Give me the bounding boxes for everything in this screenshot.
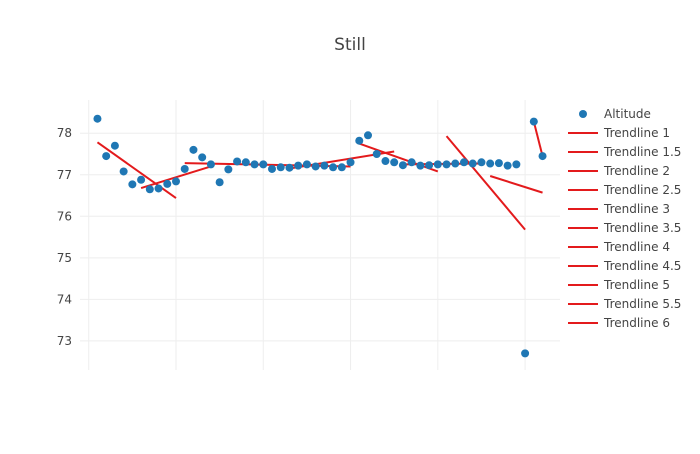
- legend-label-trendline-2-5[interactable]: Trendline 2.5: [603, 183, 681, 197]
- altitude-point: [407, 158, 416, 167]
- altitude-point: [477, 158, 486, 167]
- altitude-point: [110, 141, 119, 150]
- altitude-point: [163, 179, 172, 188]
- altitude-point: [538, 152, 547, 161]
- trendline-trendline-3-5: [402, 162, 482, 166]
- altitude-point: [102, 152, 111, 161]
- trendline-trendline-4: [445, 135, 526, 231]
- y-tick-label: 77: [57, 168, 72, 182]
- altitude-point: [172, 177, 180, 186]
- altitude-point: [468, 159, 477, 168]
- altitude-point: [460, 158, 468, 167]
- altitude-point: [276, 163, 285, 172]
- y-tick-label: 73: [57, 334, 72, 348]
- altitude-point: [250, 160, 259, 169]
- altitude-point: [137, 175, 146, 184]
- trendline-layer: [96, 121, 544, 231]
- y-tick-labels: 73 74 75 76 77 78: [57, 126, 72, 348]
- y-tick-label: 75: [57, 251, 72, 265]
- altitude-point: [233, 157, 242, 166]
- trendline-trendline-5: [532, 121, 544, 157]
- altitude-point: [128, 180, 137, 189]
- altitude-point: [521, 349, 530, 358]
- altitude-point: [433, 160, 442, 169]
- altitude-point: [503, 161, 512, 170]
- altitude-point: [346, 158, 355, 167]
- legend-label-trendline-1[interactable]: Trendline 1: [603, 126, 670, 140]
- legend-label-trendline-5[interactable]: Trendline 5: [603, 278, 670, 292]
- altitude-point: [364, 131, 372, 140]
- altitude-point: [494, 159, 503, 168]
- trendline-trendline-4-5: [489, 175, 543, 194]
- legend-label-altitude[interactable]: Altitude: [604, 107, 651, 121]
- y-tick-label: 74: [57, 292, 72, 306]
- legend-label-trendline-3-5[interactable]: Trendline 3.5: [603, 221, 681, 235]
- altitude-point: [119, 167, 128, 176]
- altitude-point: [180, 164, 189, 173]
- legend-label-trendline-1-5[interactable]: Trendline 1.5: [603, 145, 681, 159]
- altitude-point: [486, 159, 495, 168]
- legend-label-trendline-4[interactable]: Trendline 4: [603, 240, 670, 254]
- altitude-point: [206, 160, 215, 169]
- altitude-point: [145, 185, 154, 194]
- altitude-point: [451, 159, 460, 168]
- legend-swatch-altitude[interactable]: [579, 110, 587, 118]
- y-tick-label: 76: [57, 209, 72, 223]
- altitude-point: [529, 117, 538, 126]
- chart-title: Still: [334, 35, 366, 55]
- altitude-point: [311, 162, 320, 171]
- altitude-point: [198, 153, 207, 162]
- altitude-point: [512, 160, 521, 169]
- altitude-point: [381, 157, 390, 166]
- altitude-point: [259, 160, 268, 169]
- marker-layer: [93, 114, 547, 358]
- legend-label-trendline-4-5[interactable]: Trendline 4.5: [603, 259, 681, 273]
- altitude-point: [241, 158, 250, 167]
- altitude-point: [398, 161, 407, 170]
- altitude-point: [337, 163, 346, 172]
- altitude-point: [390, 158, 399, 167]
- altitude-point: [329, 163, 338, 172]
- altitude-point: [285, 163, 294, 172]
- altitude-point: [416, 161, 425, 170]
- legend-label-trendline-2[interactable]: Trendline 2: [603, 164, 670, 178]
- grid-layer: [80, 100, 560, 370]
- trendline-trendline-1-5: [140, 165, 212, 190]
- altitude-point: [268, 164, 276, 173]
- trendline-trendline-1: [96, 141, 177, 199]
- altitude-point: [425, 161, 434, 170]
- legend-label-trendline-6[interactable]: Trendline 6: [603, 316, 670, 330]
- altitude-point: [372, 150, 381, 158]
- trendline-trendline-3: [358, 142, 439, 173]
- altitude-point: [294, 161, 303, 170]
- altitude-point: [302, 160, 311, 169]
- y-tick-label: 78: [57, 126, 72, 140]
- altitude-point: [442, 160, 451, 169]
- altitude-point: [224, 165, 233, 174]
- altitude-point: [215, 178, 224, 187]
- altitude-point: [320, 161, 329, 170]
- legend[interactable]: Altitude Trendline 1 Trendline 1.5 Trendlin…: [568, 107, 681, 330]
- legend-label-trendline-3[interactable]: Trendline 3: [603, 202, 670, 216]
- altitude-point: [154, 184, 163, 193]
- altitude-point: [93, 114, 102, 123]
- altitude-point: [189, 145, 198, 154]
- legend-label-trendline-5-5[interactable]: Trendline 5.5: [603, 297, 681, 311]
- altitude-point: [355, 136, 364, 145]
